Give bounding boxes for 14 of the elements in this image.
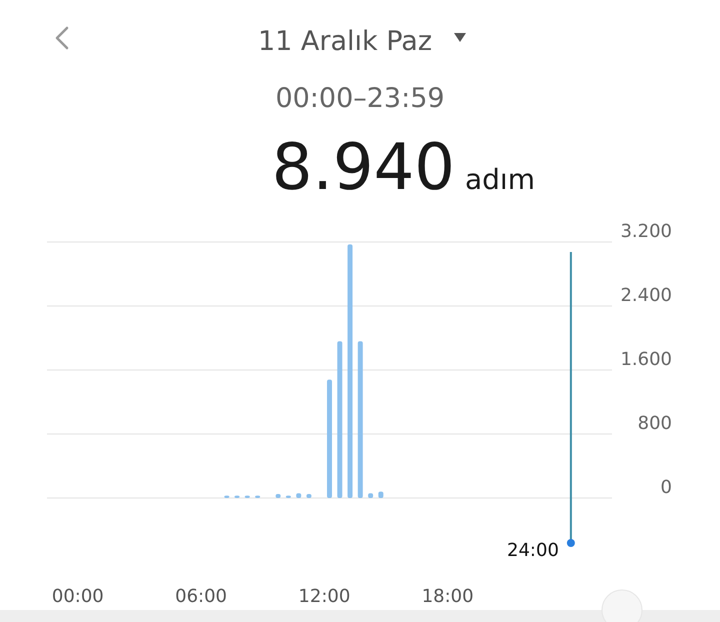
chart-subtitle: 00:00–23:59 [275, 83, 445, 114]
x-tick-label: 06:00 [175, 586, 228, 607]
x-tick-label: 00:00 [52, 586, 104, 607]
chart-title: 11 Aralık Paz [258, 26, 432, 57]
y-tick-label: 1.600 [620, 349, 672, 370]
x-tick-label: 12:00 [298, 586, 350, 607]
y-tick-label: 0 [660, 477, 672, 498]
text: adım [465, 163, 535, 196]
text: 8.940 [272, 131, 455, 205]
y-tick-label: 2.400 [620, 285, 672, 306]
y-tick-label: 800 [638, 413, 672, 434]
x-tick-label: 18:00 [422, 586, 474, 607]
ref-line-label: 24:00 [507, 540, 559, 561]
y-tick-label: 3.200 [620, 221, 672, 242]
